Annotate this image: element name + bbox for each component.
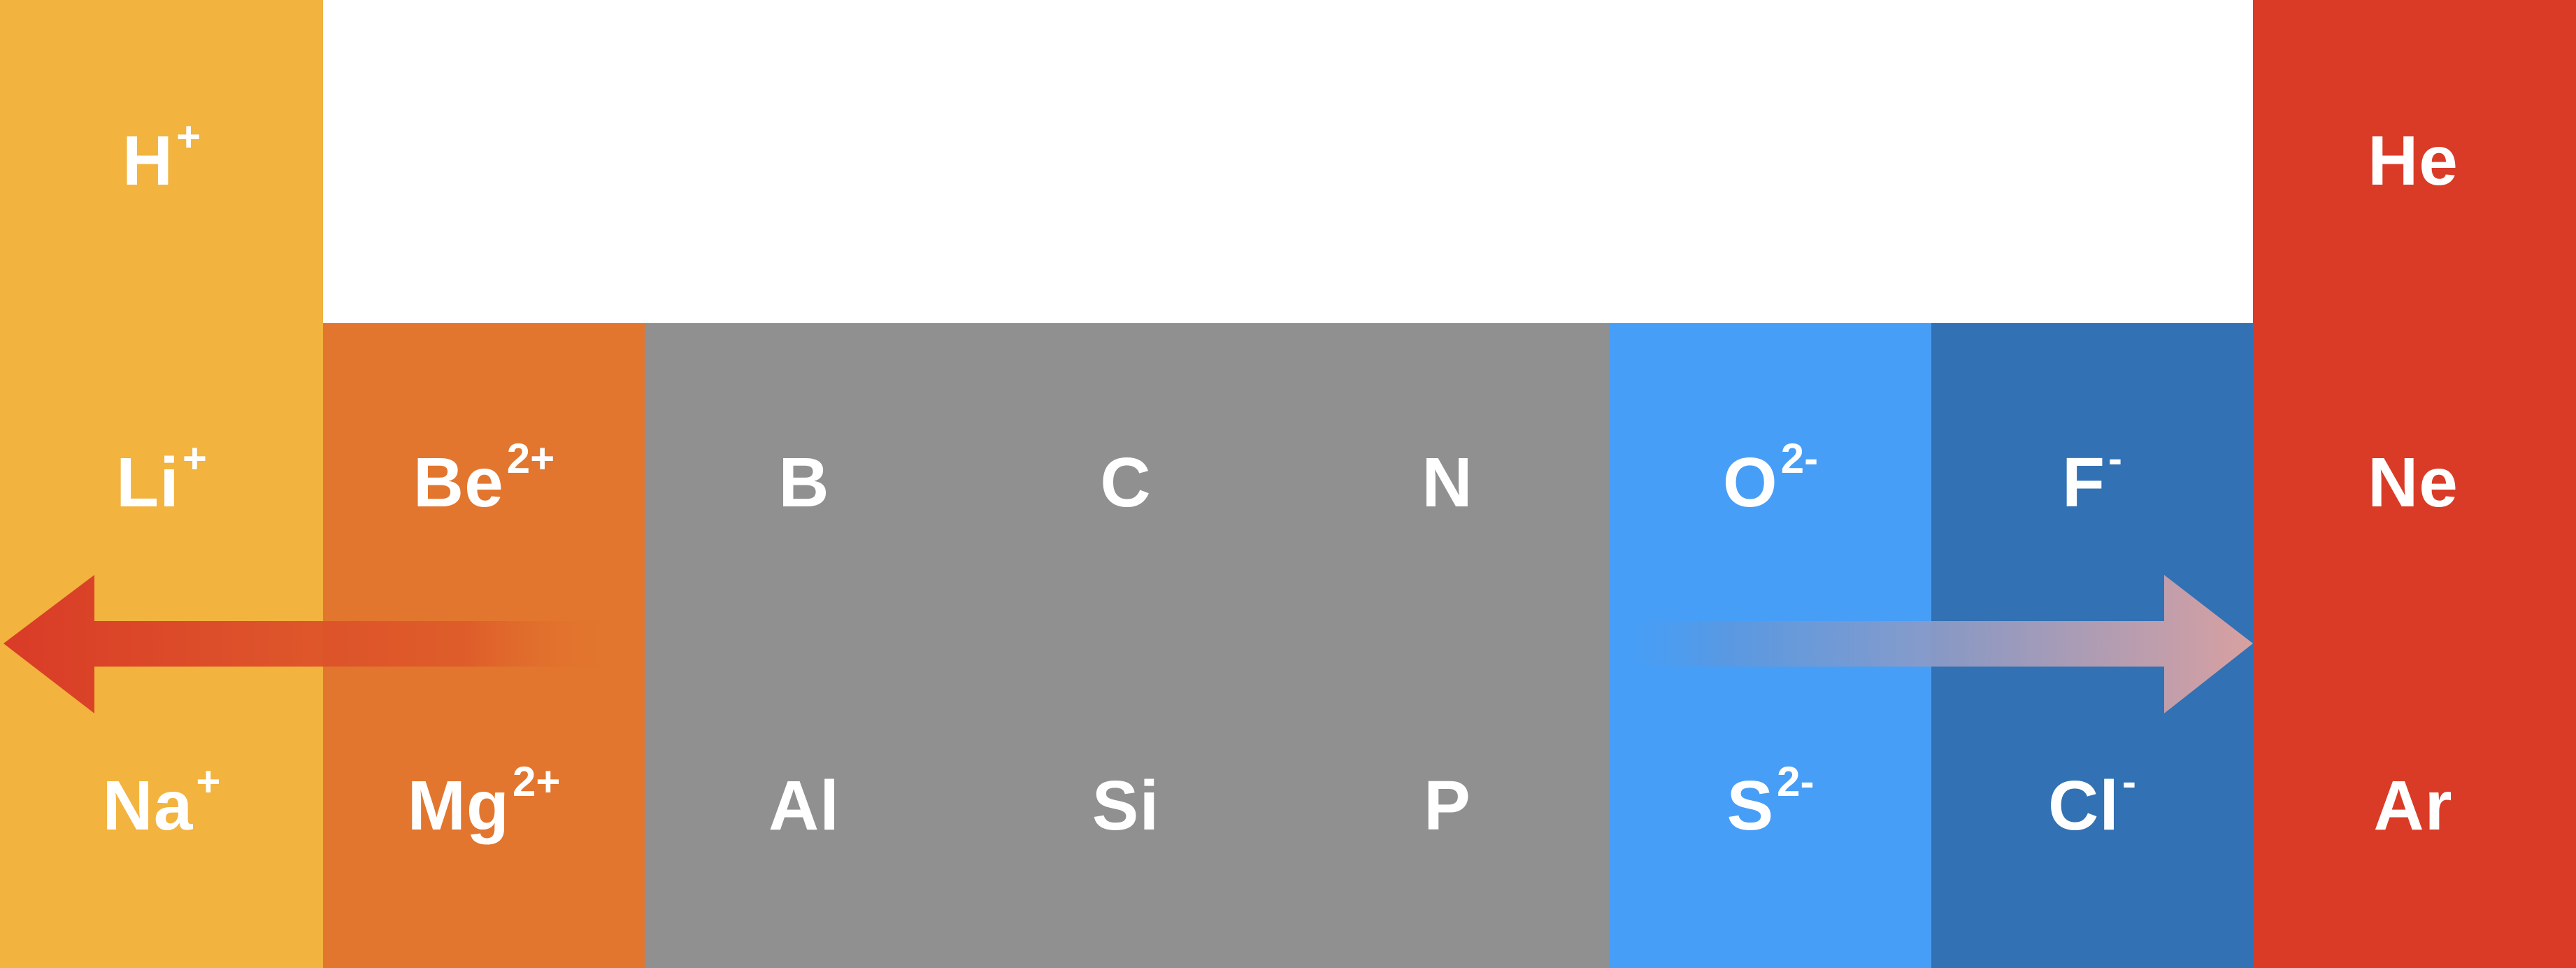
element-be: Be 2+ <box>323 322 645 643</box>
right-arrow <box>1629 575 2253 713</box>
element-symbol: H <box>122 122 174 200</box>
element-symbol: S <box>1726 767 1775 845</box>
ion-charge: - <box>2122 758 2136 805</box>
element-symbol: Mg <box>407 767 510 845</box>
element-symbol: Al <box>768 767 840 845</box>
element-o: O 2- <box>1610 322 1931 643</box>
group1-column <box>0 0 323 968</box>
element-symbol: N <box>1422 443 1473 522</box>
noble-gas-column <box>2253 0 2576 968</box>
element-si: Si <box>966 643 1288 968</box>
ion-charge: 2- <box>1777 758 1815 805</box>
element-al: Al <box>645 643 966 968</box>
element-symbol: O <box>1722 443 1778 522</box>
element-symbol: Li <box>116 443 180 522</box>
element-n: N <box>1288 322 1610 643</box>
element-ar: Ar <box>2253 643 2576 968</box>
element-p: P <box>1288 643 1610 968</box>
element-ne: Ne <box>2253 322 2576 643</box>
ion-charge: + <box>196 758 221 805</box>
ion-charge: + <box>176 113 201 160</box>
element-symbol: Cl <box>2048 767 2119 845</box>
ion-charge: 2- <box>1780 435 1819 482</box>
element-symbol: Ar <box>2373 767 2453 845</box>
element-s: S 2- <box>1610 643 1931 968</box>
element-symbol: P <box>1424 767 1471 845</box>
element-symbol: Na <box>102 767 194 845</box>
ion-charge: 2+ <box>512 758 561 805</box>
element-symbol: He <box>2368 122 2459 200</box>
element-mg: Mg 2+ <box>323 643 645 968</box>
element-cl: Cl - <box>1931 643 2253 968</box>
element-symbol: C <box>1100 443 1152 522</box>
element-symbol: Be <box>413 443 504 522</box>
element-li: Li + <box>0 322 323 643</box>
ion-charge: + <box>182 435 207 482</box>
element-symbol: B <box>778 443 830 522</box>
element-he: He <box>2253 0 2576 322</box>
element-h: H + <box>0 0 323 322</box>
element-c: C <box>966 322 1288 643</box>
element-symbol: Si <box>1092 767 1160 845</box>
element-b: B <box>645 322 966 643</box>
metalloid-nonmetal-block <box>645 323 1610 968</box>
left-arrow <box>3 575 622 713</box>
ion-charge: 2+ <box>506 435 555 482</box>
element-na: Na + <box>0 643 323 968</box>
element-symbol: Ne <box>2368 443 2459 522</box>
ion-charge: - <box>2108 435 2123 482</box>
element-symbol: F <box>2061 443 2106 522</box>
element-f: F- <box>1931 322 2253 643</box>
